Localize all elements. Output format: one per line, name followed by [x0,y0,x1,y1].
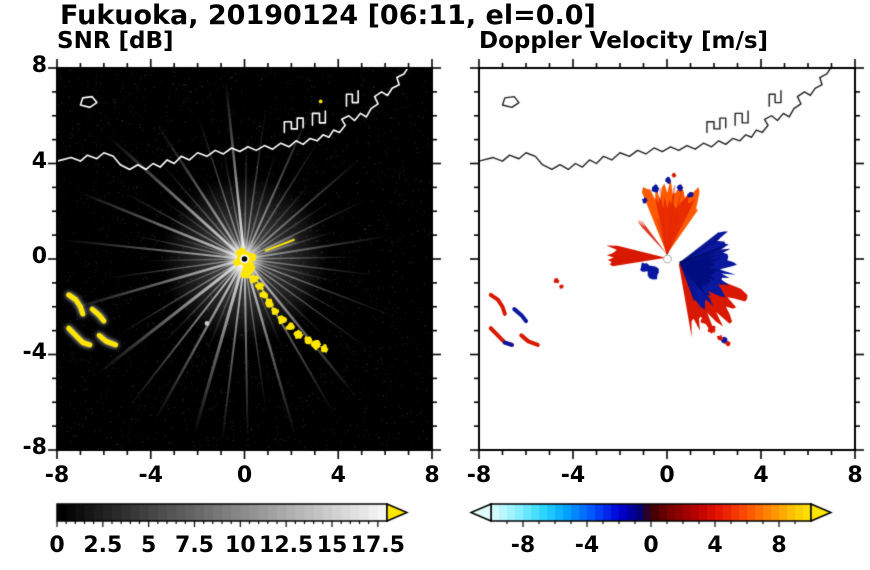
snr-colorbar-label: 15 [316,533,348,558]
snr-y-tick-label: -8 [22,435,47,460]
snr-y-tick-label: -4 [22,339,47,365]
doppler-x-tick-label: 4 [753,463,769,488]
snr-colorbar-label: 17.5 [350,533,405,558]
snr-colorbar-label: 5 [141,533,157,558]
doppler-colorbar-label: 0 [643,533,659,558]
doppler-colorbar-label: -4 [574,533,600,558]
snr-x-tick-label: -4 [138,463,163,488]
snr-y-tick-label: 8 [31,53,47,78]
snr-colorbar-label: 12.5 [259,533,314,558]
snr-y-tick-label: 4 [31,148,47,174]
left-panel-title: SNR [dB] [57,28,174,54]
doppler-colorbar-label: 4 [707,533,723,558]
doppler-colorbar-label: -8 [510,533,536,558]
doppler-x-tick-label: 8 [847,463,863,488]
doppler-x-tick-label: 0 [659,463,675,488]
snr-x-tick-label: 4 [330,463,346,488]
snr-x-tick-label: -8 [44,463,70,488]
snr-x-tick-label: 0 [236,463,253,488]
doppler-colorbar-label: 8 [771,533,787,558]
snr-x-tick-label: 8 [424,463,440,488]
figure-title: Fukuoka, 20190124 [06:11, el=0.0] [60,0,596,31]
snr-colorbar-label: 0 [49,533,65,558]
snr-colorbar-label: 2.5 [83,533,123,558]
snr-colorbar-label: 10 [225,533,256,558]
doppler-x-tick-label: -4 [560,463,586,488]
doppler-x-tick-label: -8 [466,463,492,488]
snr-colorbar-label: 7.5 [175,533,214,558]
snr-y-tick-label: 0 [31,244,47,269]
right-panel-title: Doppler Velocity [m/s] [479,28,769,54]
